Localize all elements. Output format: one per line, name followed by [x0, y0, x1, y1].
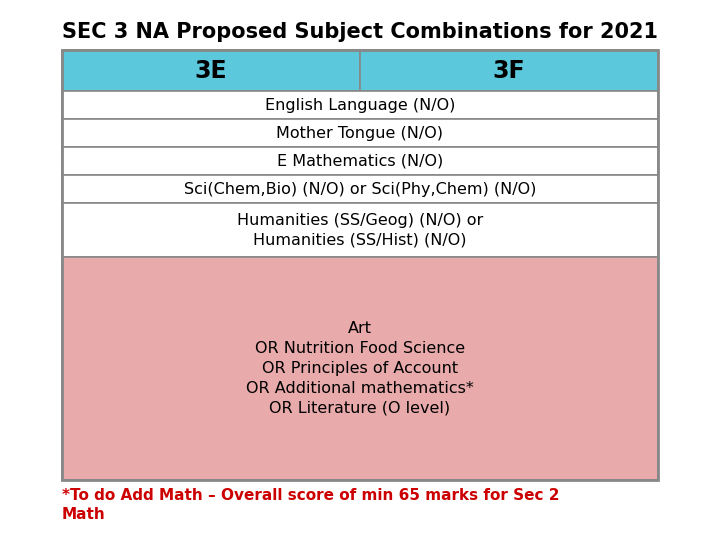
- Text: Humanities (SS/Geog) (N/O) or
Humanities (SS/Hist) (N/O): Humanities (SS/Geog) (N/O) or Humanities…: [237, 213, 483, 247]
- Text: Mother Tongue (N/O): Mother Tongue (N/O): [276, 126, 444, 141]
- Text: *To do Add Math – Overall score of min 65 marks for Sec 2
Math: *To do Add Math – Overall score of min 6…: [62, 488, 559, 522]
- Bar: [360, 50, 658, 91]
- Bar: [62, 175, 658, 203]
- Bar: [62, 147, 658, 175]
- Bar: [62, 50, 658, 480]
- Text: Sci(Chem,Bio) (N/O) or Sci(Phy,Chem) (N/O): Sci(Chem,Bio) (N/O) or Sci(Phy,Chem) (N/…: [184, 181, 536, 197]
- Text: 3E: 3E: [194, 59, 228, 83]
- Text: 3F: 3F: [492, 59, 526, 83]
- Text: Art
OR Nutrition Food Science
OR Principles of Account
OR Additional mathematics: Art OR Nutrition Food Science OR Princip…: [246, 321, 474, 415]
- Bar: [62, 203, 658, 257]
- Bar: [62, 119, 658, 147]
- Bar: [62, 50, 360, 91]
- Bar: [62, 257, 658, 480]
- Text: E Mathematics (N/O): E Mathematics (N/O): [277, 154, 443, 168]
- Bar: [62, 91, 658, 119]
- Text: SEC 3 NA Proposed Subject Combinations for 2021: SEC 3 NA Proposed Subject Combinations f…: [62, 22, 658, 42]
- Text: English Language (N/O): English Language (N/O): [265, 98, 455, 113]
